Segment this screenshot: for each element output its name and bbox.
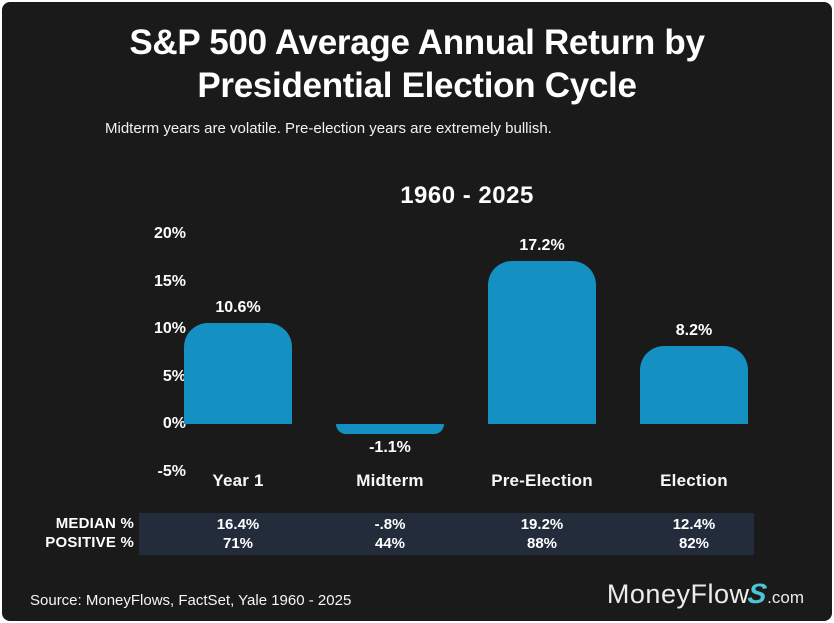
stats-cell: 19.2% (520, 516, 564, 533)
stats-row-label: POSITIVE % (45, 534, 134, 551)
chart-bar-year-1 (184, 323, 292, 424)
page-title-line1: S&P 500 Average Annual Return by (129, 23, 705, 62)
stats-cell: 12.4% (672, 516, 716, 533)
y-axis-tick-label: 5% (162, 367, 186, 385)
chart-bar-pre-election (488, 260, 596, 424)
brand-logo-s-swoosh-icon: S (746, 578, 769, 609)
stats-cell: 82% (678, 535, 710, 552)
y-axis-tick-label: -5% (157, 462, 186, 480)
bar-value-label: 17.2% (519, 236, 565, 254)
stats-cell: -.8% (374, 516, 406, 533)
x-axis-category-label: Pre-Election (491, 471, 593, 490)
y-axis-tick-label: 0% (162, 415, 186, 432)
x-axis-category-label: Year 1 (212, 471, 264, 490)
brand-logo-domain: .com (767, 588, 804, 607)
stats-cell: 44% (374, 535, 406, 552)
brand-logo: MoneyFlowS.com (607, 578, 804, 610)
stats-cell: 16.4% (216, 516, 260, 533)
y-axis-tick-label: 10% (153, 320, 186, 337)
chart-title: 1960 - 2025 (400, 182, 534, 209)
bar-value-label: 8.2% (675, 322, 713, 340)
brand-logo-text: MoneyFlow (606, 579, 750, 609)
chart-bar-election (640, 346, 748, 424)
subtitle: Midterm years are volatile. Pre-election… (105, 120, 552, 137)
x-axis-category-label: Midterm (356, 471, 424, 490)
y-axis-tick-label: 20% (153, 225, 186, 242)
y-axis-tick-label: 15% (153, 272, 186, 290)
bar-value-label: -1.1% (369, 439, 411, 457)
chart-bar-midterm (336, 424, 444, 435)
stats-cell: 88% (526, 535, 558, 552)
stats-band: 16.4% -.8% 19.2% 12.4% 71% 44% 88% 82% (139, 513, 754, 555)
page-title-line2: Presidential Election Cycle (197, 65, 637, 105)
plot-area: 20% 15% 10% 5% 0% -5% 10.6% Year 1 -1.1% Midterm 1… (2, 212, 832, 512)
x-axis-category-label: Election (660, 471, 728, 490)
bar-value-label: 10.6% (215, 299, 261, 317)
stats-row-label: MEDIAN % (55, 515, 134, 532)
source-text: Source: MoneyFlows, FactSet, Yale 1960 -… (30, 592, 352, 609)
stats-cell: 71% (222, 535, 254, 552)
page-title: S&P 500 Average Annual Return by Preside… (2, 22, 832, 107)
